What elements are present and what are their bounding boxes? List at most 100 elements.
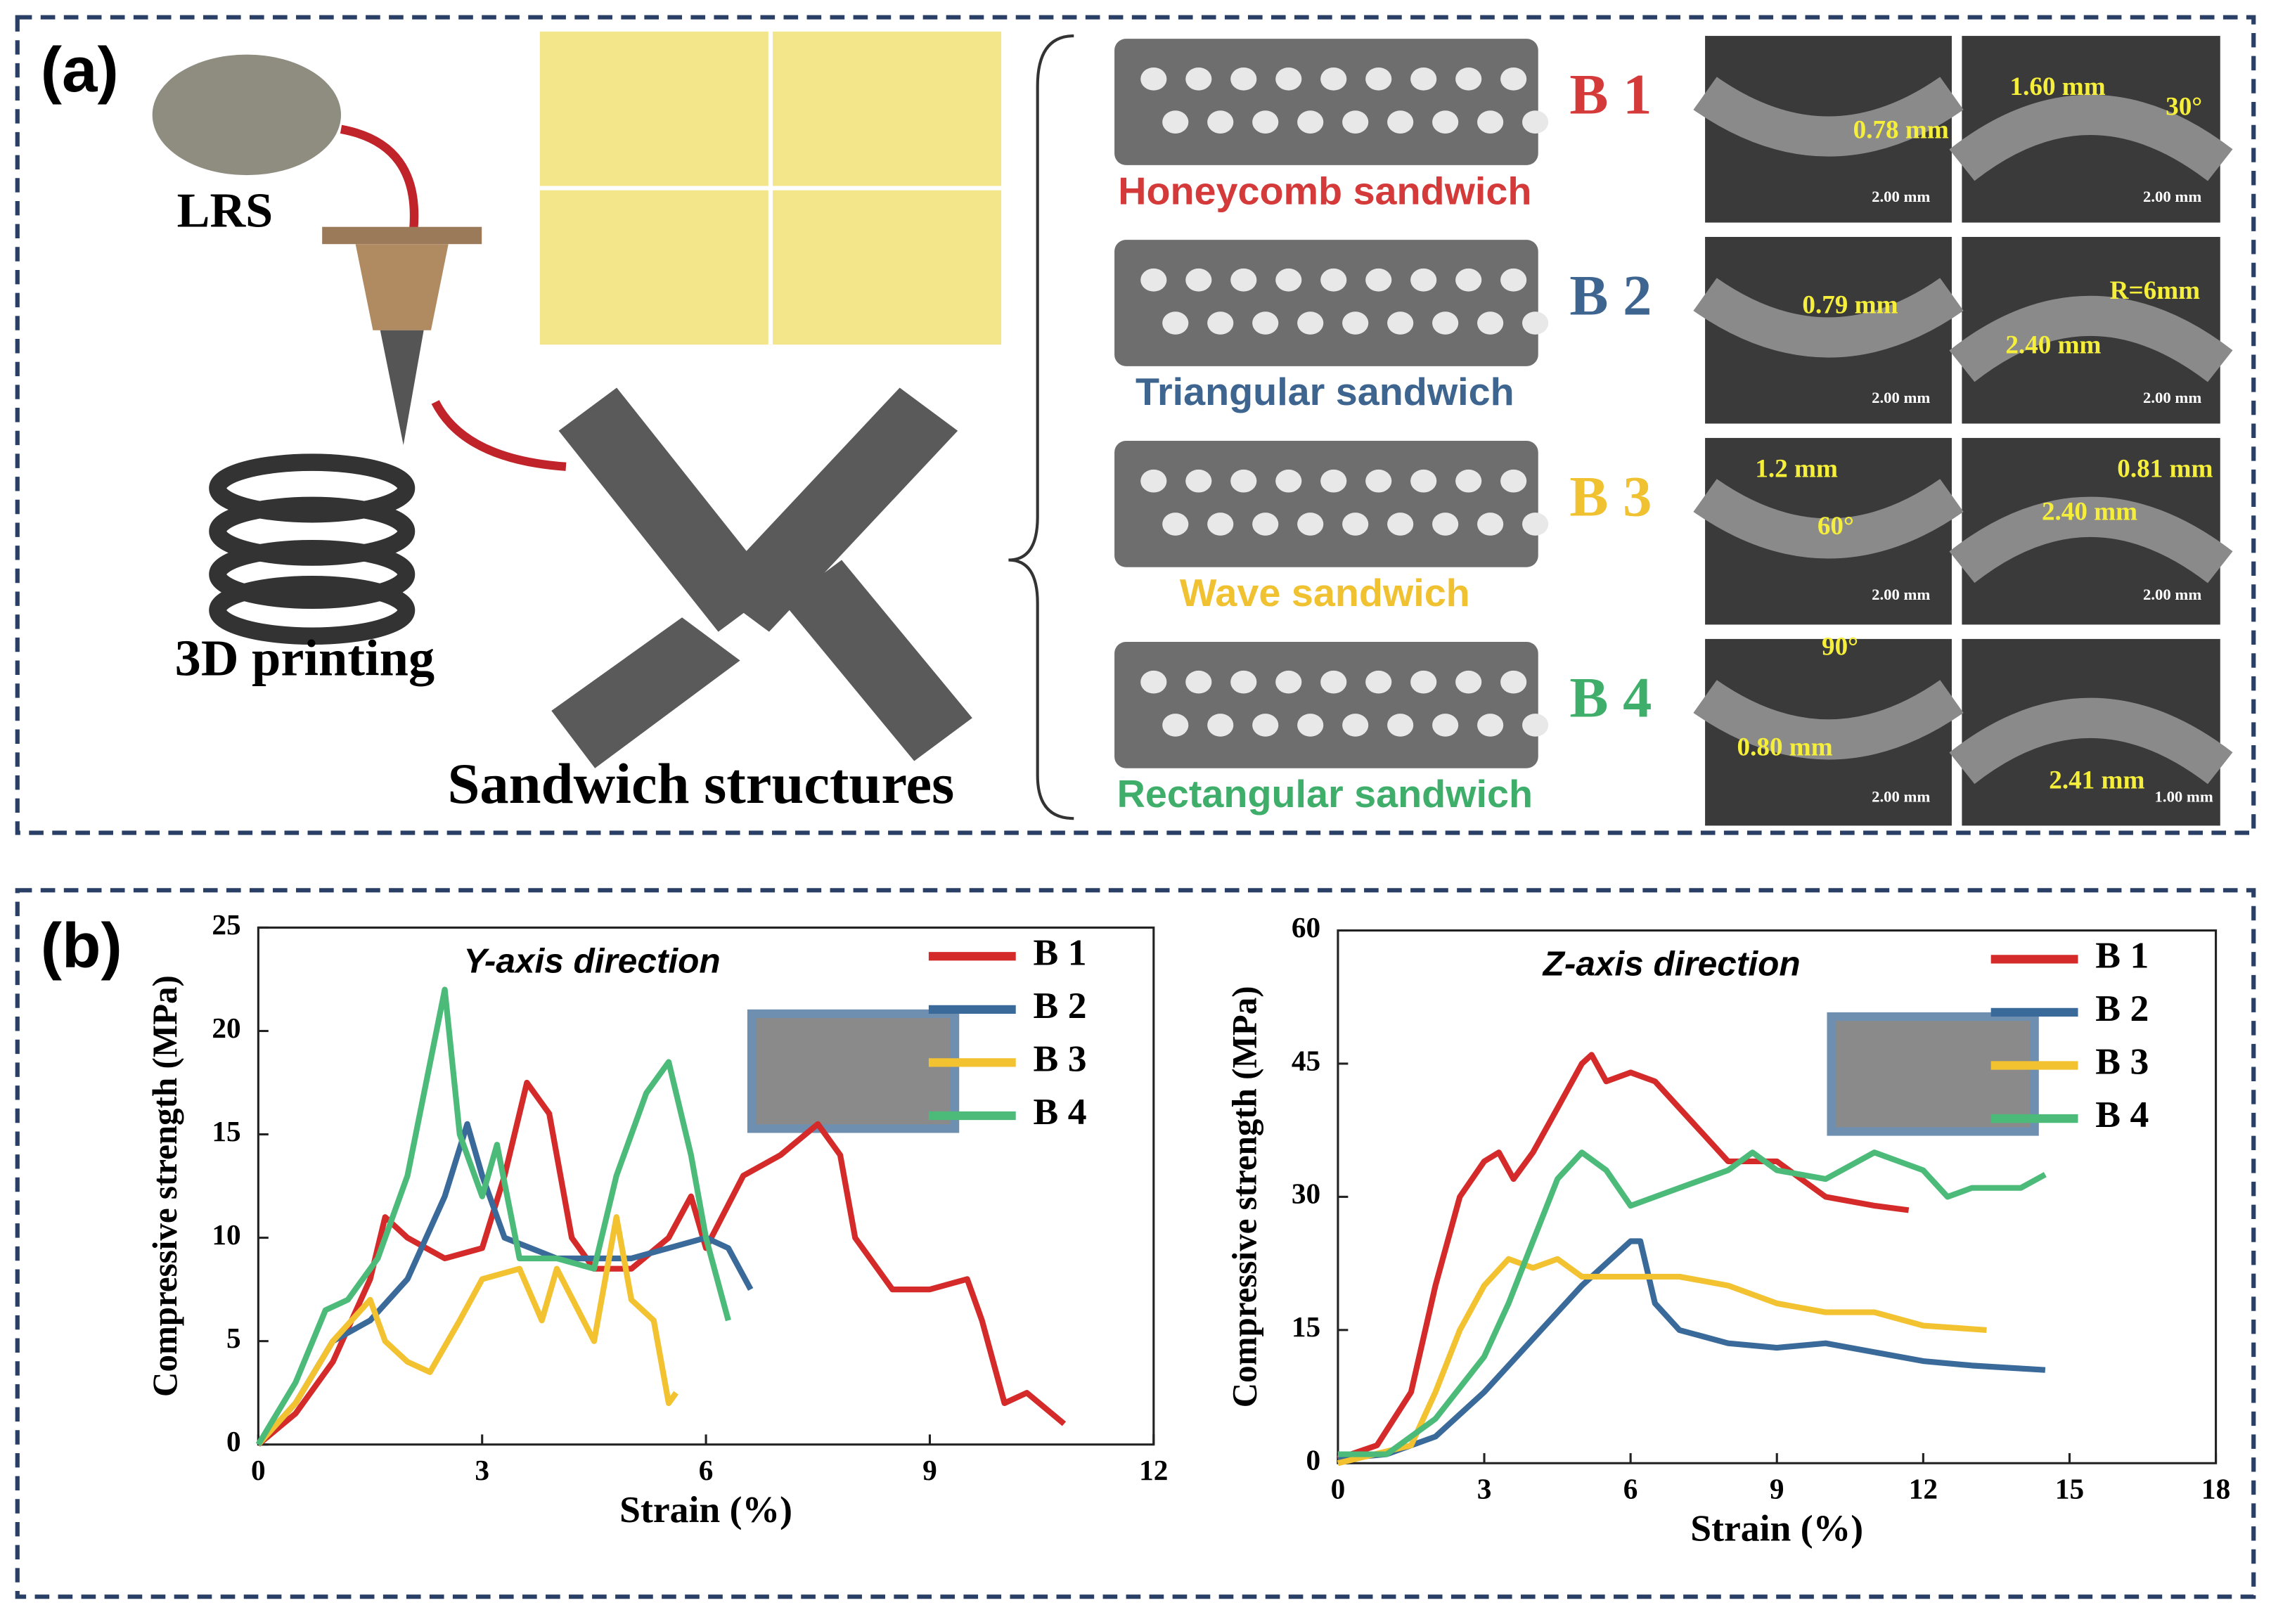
y-tick-label: 25 — [212, 908, 240, 941]
sem-annotation: 2.00 mm — [1872, 586, 1930, 603]
structure-cell — [1297, 513, 1324, 536]
arrow — [431, 400, 567, 471]
structure-cell — [1477, 513, 1504, 536]
sem-annotation: 2.00 mm — [2143, 586, 2201, 603]
specimen-sketch — [1827, 1012, 2039, 1136]
y-tick-label: 20 — [212, 1012, 240, 1044]
structure-image — [1114, 441, 1538, 567]
x-axis-label: Strain (%) — [619, 1488, 792, 1530]
structure-cell — [1162, 513, 1189, 536]
x-tick-label: 12 — [1909, 1473, 1938, 1505]
structure-cell — [1230, 469, 1257, 493]
x-tick-label: 12 — [1139, 1454, 1168, 1486]
structure-name: Triangular sandwich — [1136, 370, 1514, 413]
structure-cell — [1207, 513, 1234, 536]
legend-label: B 4 — [2095, 1093, 2149, 1135]
y-tick-label: 60 — [1292, 911, 1320, 943]
structure-cell — [1230, 67, 1257, 91]
sem-annotation: 2.40 mm — [2042, 497, 2137, 526]
structure-cell — [1500, 469, 1527, 493]
chart-annotation: Y-axis direction — [464, 942, 721, 981]
structure-cell — [1522, 110, 1549, 134]
structure-id: B 1 — [1569, 63, 1652, 127]
structure-cell — [1162, 714, 1189, 737]
structure-image — [1114, 641, 1538, 768]
structure-cell — [1297, 311, 1324, 335]
x-tick-label: 0 — [251, 1454, 266, 1486]
structure-cell — [1477, 311, 1504, 335]
structure-cell — [1342, 110, 1369, 134]
plot-frame — [257, 926, 1155, 1446]
structure-cell — [1432, 311, 1459, 335]
structure-cell — [1500, 670, 1527, 694]
structure-cell — [1387, 513, 1414, 536]
data-line — [255, 986, 731, 1446]
illustration-label: 3D printing — [175, 629, 435, 687]
legend-label: B 2 — [1033, 984, 1086, 1026]
sem-annotation: 0.79 mm — [1802, 290, 1898, 319]
sandwich-x — [551, 387, 972, 768]
structure-cell — [1477, 110, 1504, 134]
structure-cell — [1522, 311, 1549, 335]
structure-cell — [1522, 513, 1549, 536]
sem-annotation: 1.00 mm — [2155, 788, 2213, 806]
structure-cell — [1455, 67, 1482, 91]
structure-image — [1114, 240, 1538, 366]
structure-cell — [1252, 110, 1279, 134]
data-line — [1337, 1256, 1987, 1467]
sem-strut — [1693, 77, 2233, 181]
structure-cell — [1297, 714, 1324, 737]
structure-cell — [1387, 714, 1414, 737]
structure-cell — [1365, 670, 1392, 694]
structure-cell — [1185, 268, 1212, 292]
y-tick-label: 45 — [1292, 1045, 1320, 1077]
structure-name: Rectangular sandwich — [1117, 772, 1533, 816]
panel-frame — [15, 15, 2256, 835]
sem-annotation: 0.81 mm — [2117, 454, 2213, 483]
structure-cell — [1185, 469, 1212, 493]
x-tick-label: 18 — [2201, 1473, 2230, 1505]
structure-name: Honeycomb sandwich — [1118, 169, 1531, 213]
lattice-divider — [539, 31, 1002, 345]
x-tick-label: 0 — [1331, 1473, 1346, 1505]
structure-cell — [1140, 67, 1167, 91]
structure-cell — [1365, 268, 1392, 292]
structure-cell — [1162, 110, 1189, 134]
nozzle — [322, 226, 482, 245]
structure-name: Wave sandwich — [1180, 571, 1470, 614]
structure-cell — [1140, 670, 1167, 694]
structure-cell — [1342, 513, 1369, 536]
data-line — [1337, 1052, 1910, 1462]
y-tick-label: 15 — [212, 1115, 240, 1147]
legend-label: B 1 — [2095, 934, 2149, 977]
x-tick-label: 9 — [1770, 1473, 1784, 1505]
structure-cell — [1230, 670, 1257, 694]
brace — [1008, 34, 1074, 820]
structure-cell — [1410, 67, 1437, 91]
structure-cell — [1162, 311, 1189, 335]
structure-cell — [1387, 311, 1414, 335]
x-tick-label: 9 — [922, 1454, 937, 1486]
structure-cell — [1387, 110, 1414, 134]
structure-image — [1114, 39, 1538, 165]
y-axis-label: Compressive strength (MPa) — [146, 975, 184, 1397]
coil — [209, 453, 416, 645]
x-tick-label: 3 — [1477, 1473, 1492, 1505]
structure-cell — [1140, 268, 1167, 292]
sem-strut — [1693, 479, 2233, 584]
structure-cell — [1207, 110, 1234, 134]
y-tick-label: 0 — [1306, 1444, 1321, 1476]
structure-cell — [1477, 714, 1504, 737]
structure-cell — [1410, 268, 1437, 292]
data-line — [256, 1079, 1067, 1447]
sem-annotation: 60° — [1818, 511, 1854, 540]
structure-cell — [1252, 714, 1279, 737]
y-tick-label: 0 — [226, 1425, 241, 1457]
sem-annotation: 2.41 mm — [2049, 766, 2144, 794]
y-axis-label: Compressive strength (MPa) — [1225, 986, 1263, 1407]
structure-cell — [1365, 469, 1392, 493]
structure-cell — [1522, 714, 1549, 737]
structure-cell — [1207, 311, 1234, 335]
structure-cell — [1365, 67, 1392, 91]
